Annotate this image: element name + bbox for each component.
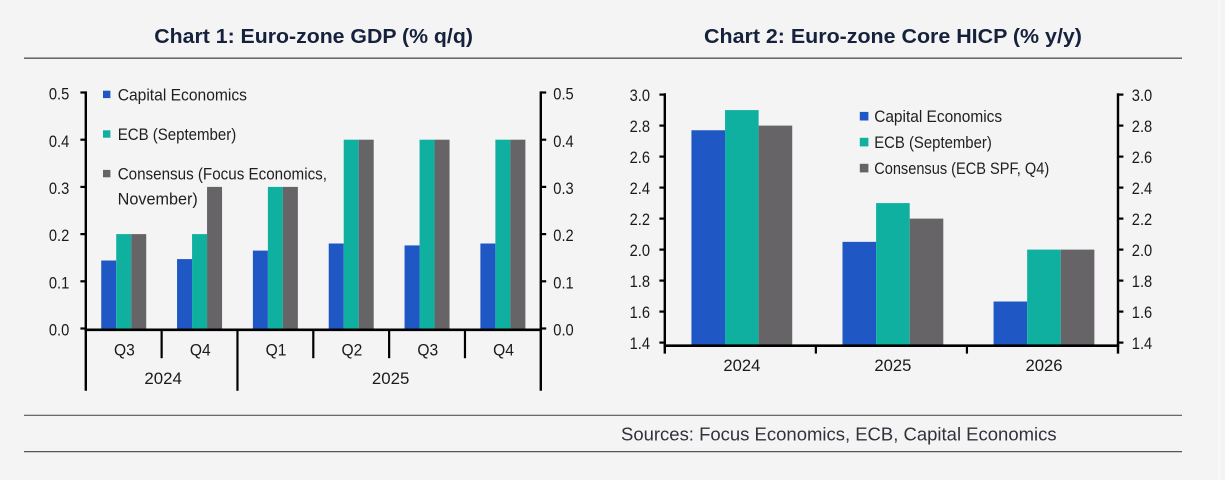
svg-text:1.6: 1.6 [630, 304, 650, 322]
svg-text:Consensus (Focus Economics,: Consensus (Focus Economics, [118, 166, 327, 184]
svg-text:0.5: 0.5 [553, 86, 573, 104]
svg-text:2.8: 2.8 [1132, 118, 1152, 136]
svg-text:1.4: 1.4 [630, 335, 650, 353]
svg-text:Capital Economics: Capital Economics [874, 108, 1002, 126]
svg-text:2024: 2024 [723, 356, 760, 375]
svg-text:1.8: 1.8 [1132, 273, 1152, 291]
svg-text:2.6: 2.6 [1132, 149, 1152, 167]
svg-text:2.4: 2.4 [1132, 180, 1152, 198]
svg-text:0.3: 0.3 [553, 180, 573, 198]
svg-text:0.0: 0.0 [553, 322, 573, 340]
svg-text:2.2: 2.2 [1132, 211, 1152, 229]
svg-text:2024: 2024 [144, 369, 182, 388]
svg-text:Consensus (ECB SPF, Q4): Consensus (ECB SPF, Q4) [874, 160, 1049, 178]
svg-text:2.2: 2.2 [630, 211, 650, 229]
svg-text:2.4: 2.4 [630, 180, 650, 198]
svg-text:2025: 2025 [372, 369, 410, 388]
svg-text:2026: 2026 [1025, 356, 1062, 375]
svg-text:Sources: Focus Economics, ECB,: Sources: Focus Economics, ECB, Capital E… [621, 424, 1057, 444]
svg-text:0.1: 0.1 [49, 274, 69, 292]
svg-text:1.6: 1.6 [1132, 304, 1152, 322]
svg-text:3.0: 3.0 [630, 87, 650, 105]
svg-text:Q4: Q4 [493, 341, 514, 359]
svg-text:Q2: Q2 [342, 341, 363, 359]
svg-text:Q3: Q3 [114, 341, 135, 359]
svg-text:0.4: 0.4 [49, 133, 69, 151]
svg-text:1.4: 1.4 [1132, 335, 1152, 353]
svg-text:2.8: 2.8 [630, 118, 650, 136]
svg-text:1.8: 1.8 [630, 273, 650, 291]
svg-text:0.2: 0.2 [553, 227, 573, 245]
svg-text:2.0: 2.0 [630, 242, 650, 260]
svg-text:ECB (September): ECB (September) [118, 126, 237, 144]
svg-text:Q3: Q3 [417, 341, 438, 359]
svg-text:0.0: 0.0 [49, 322, 69, 340]
svg-text:3.0: 3.0 [1132, 87, 1152, 105]
svg-text:Q4: Q4 [190, 341, 211, 359]
svg-text:November): November) [118, 191, 198, 209]
svg-text:Capital Economics: Capital Economics [118, 86, 247, 104]
svg-text:Q1: Q1 [266, 341, 287, 359]
svg-text:ECB (September): ECB (September) [874, 134, 992, 152]
svg-text:Chart 2: Euro-zone Core HICP (: Chart 2: Euro-zone Core HICP (% y/y) [704, 26, 1082, 48]
svg-text:2.0: 2.0 [1132, 242, 1152, 260]
svg-text:Chart 1: Euro-zone GDP (% q/q): Chart 1: Euro-zone GDP (% q/q) [154, 26, 473, 48]
svg-text:0.5: 0.5 [49, 86, 69, 104]
svg-text:0.2: 0.2 [49, 227, 69, 245]
svg-text:0.1: 0.1 [553, 274, 573, 292]
svg-text:2.6: 2.6 [630, 149, 650, 167]
svg-text:0.3: 0.3 [49, 180, 69, 198]
svg-text:0.4: 0.4 [553, 133, 573, 151]
svg-text:2025: 2025 [874, 356, 911, 375]
